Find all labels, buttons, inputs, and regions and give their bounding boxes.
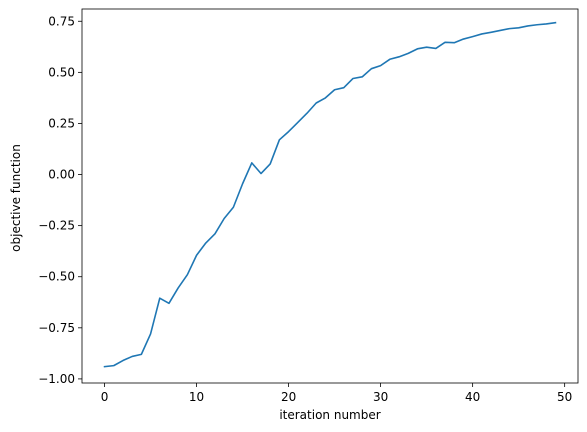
y-tick-label: 0.00 <box>48 168 75 182</box>
y-tick-label: −0.25 <box>38 219 75 233</box>
series-line <box>103 21 557 368</box>
y-tick-label: −0.75 <box>38 321 75 335</box>
x-axis-label: iteration number <box>279 408 380 422</box>
y-axis-label: objective function <box>9 144 23 252</box>
x-axis-ticks: 0 10 20 30 40 50 <box>101 383 572 404</box>
y-axis-ticks: −1.00 −0.75 −0.50 −0.25 0.00 0.25 0.50 0.75 <box>38 14 82 386</box>
y-tick-label: −1.00 <box>38 372 75 386</box>
x-tick-label: 40 <box>465 390 480 404</box>
x-tick-label: 20 <box>281 390 296 404</box>
y-tick-label: −0.50 <box>38 270 75 284</box>
series-layer <box>103 21 557 368</box>
x-tick-label: 30 <box>373 390 388 404</box>
x-tick-label: 10 <box>189 390 204 404</box>
x-tick-label: 50 <box>557 390 572 404</box>
x-tick-label: 0 <box>101 390 109 404</box>
y-tick-label: 0.50 <box>48 65 75 79</box>
y-tick-label: 0.25 <box>48 116 75 130</box>
y-tick-label: 0.75 <box>48 14 75 28</box>
plot-frame <box>81 8 579 384</box>
